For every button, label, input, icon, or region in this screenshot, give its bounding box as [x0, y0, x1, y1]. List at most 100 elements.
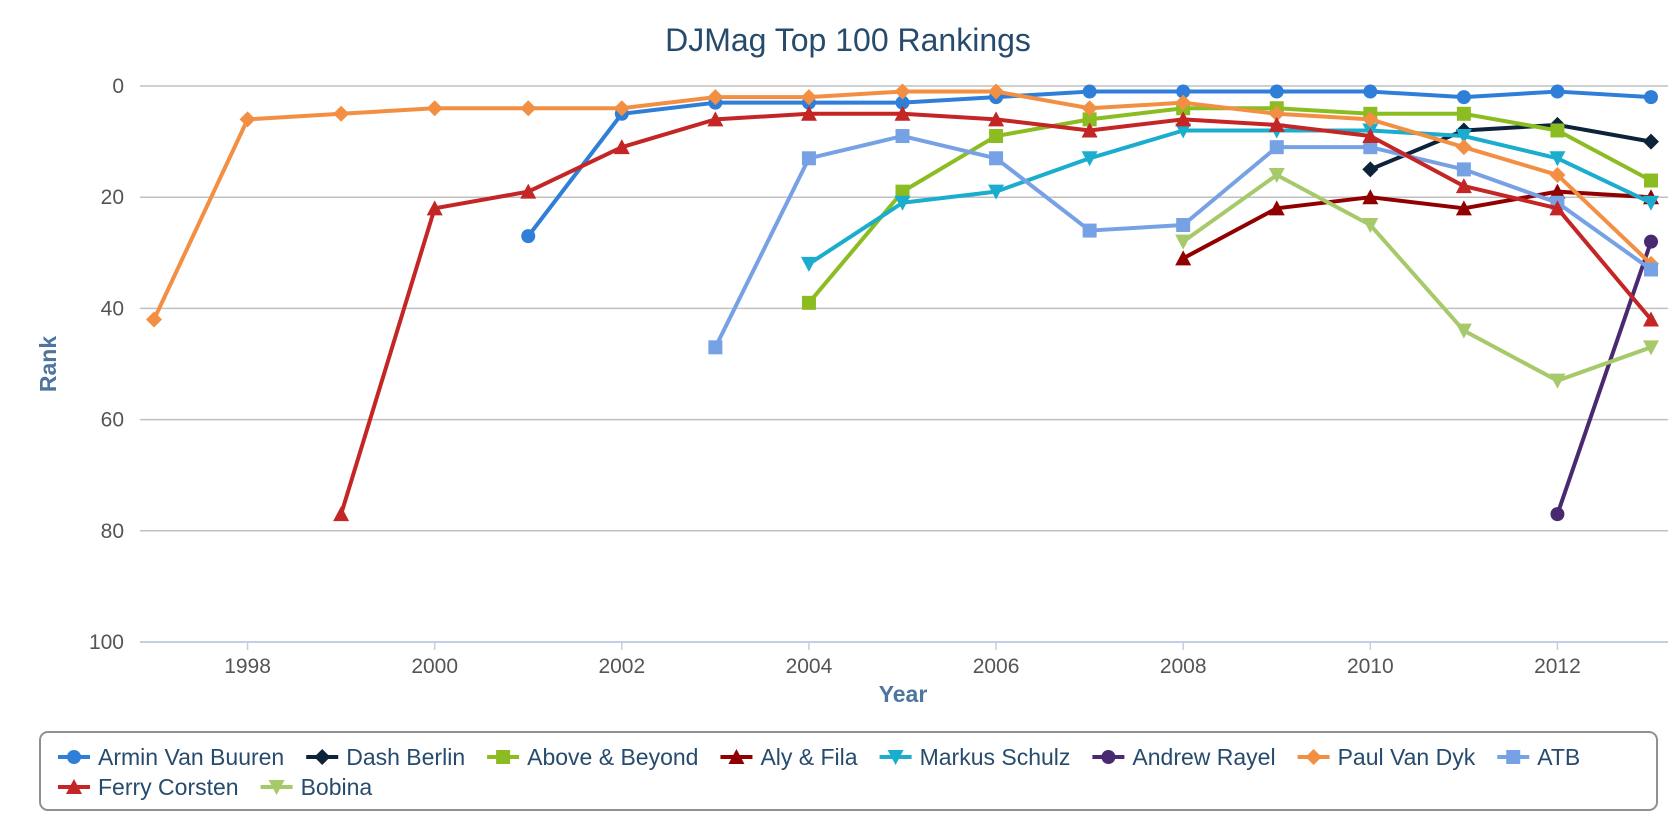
legend-item-armin-van-buuren[interactable]: Armin Van Buuren	[58, 744, 284, 770]
data-point-ferry-corsten[interactable]	[988, 111, 1005, 127]
data-point-atb[interactable]	[895, 129, 910, 144]
data-point-armin-van-buuren[interactable]	[1644, 90, 1658, 105]
legend-marker[interactable]	[1305, 749, 1322, 765]
data-point-atb[interactable]	[1456, 162, 1471, 177]
data-point-bobina[interactable]	[1549, 373, 1566, 389]
data-point-armin-van-buuren[interactable]	[895, 95, 910, 110]
data-point-above-beyond[interactable]	[1644, 173, 1658, 188]
data-point-bobina[interactable]	[1175, 234, 1192, 250]
data-point-above-beyond[interactable]	[1456, 106, 1471, 121]
data-point-ferry-corsten[interactable]	[1081, 122, 1098, 138]
legend-item-aly-fila[interactable]: Aly & Fila	[720, 744, 858, 770]
data-point-ferry-corsten[interactable]	[1643, 311, 1659, 327]
data-point-bobina[interactable]	[1268, 167, 1285, 183]
legend-item-andrew-rayel[interactable]: Andrew Rayel	[1092, 744, 1276, 770]
data-point-ferry-corsten[interactable]	[426, 200, 443, 216]
legend-item-paul-van-dyk[interactable]: Paul Van Dyk	[1297, 744, 1476, 770]
data-point-bobina[interactable]	[1455, 323, 1472, 339]
legend-marker[interactable]	[1101, 750, 1116, 764]
data-point-paul-van-dyk[interactable]	[426, 100, 443, 117]
data-point-armin-van-buuren[interactable]	[1082, 84, 1097, 99]
data-point-paul-van-dyk[interactable]	[1455, 139, 1472, 156]
data-point-dash-berlin[interactable]	[1362, 161, 1379, 178]
data-point-paul-van-dyk[interactable]	[988, 83, 1005, 100]
data-point-armin-van-buuren[interactable]	[1550, 84, 1565, 99]
data-point-markus-schulz[interactable]	[988, 184, 1005, 200]
legend-marker[interactable]	[67, 750, 81, 764]
data-point-paul-van-dyk[interactable]	[1549, 166, 1566, 183]
data-point-ferry-corsten[interactable]	[1549, 200, 1566, 216]
legend-item-above-beyond[interactable]: Above & Beyond	[487, 744, 698, 770]
legend-item-ferry-corsten[interactable]: Ferry Corsten	[58, 774, 239, 800]
data-point-above-beyond[interactable]	[895, 184, 910, 199]
data-point-ferry-corsten[interactable]	[1362, 128, 1379, 144]
data-point-paul-van-dyk[interactable]	[146, 311, 162, 328]
data-point-markus-schulz[interactable]	[1455, 129, 1472, 145]
data-point-above-beyond[interactable]	[801, 295, 816, 310]
legend-marker[interactable]	[887, 750, 904, 765]
data-point-atb[interactable]	[1082, 223, 1097, 238]
legend-item-dash-berlin[interactable]: Dash Berlin	[306, 744, 465, 770]
data-point-markus-schulz[interactable]	[1175, 123, 1192, 139]
data-point-ferry-corsten[interactable]	[1268, 116, 1285, 132]
data-point-armin-van-buuren[interactable]	[1176, 84, 1191, 99]
data-point-ferry-corsten[interactable]	[333, 506, 350, 522]
data-point-ferry-corsten[interactable]	[1175, 111, 1192, 127]
data-point-ferry-corsten[interactable]	[800, 105, 817, 121]
data-point-atb[interactable]	[708, 340, 723, 355]
data-point-ferry-corsten[interactable]	[520, 183, 537, 199]
legend-item-bobina[interactable]: Bobina	[260, 774, 373, 800]
data-point-aly-fila[interactable]	[1362, 189, 1379, 205]
legend-item-markus-schulz[interactable]: Markus Schulz	[879, 744, 1071, 770]
data-point-andrew-rayel[interactable]	[1550, 507, 1565, 522]
data-point-paul-van-dyk[interactable]	[239, 111, 256, 128]
data-point-andrew-rayel[interactable]	[1644, 234, 1658, 249]
data-point-ferry-corsten[interactable]	[894, 105, 911, 121]
data-point-atb[interactable]	[1269, 140, 1284, 155]
data-point-bobina[interactable]	[1362, 218, 1379, 233]
data-point-aly-fila[interactable]	[1455, 200, 1472, 216]
data-point-above-beyond[interactable]	[1550, 123, 1565, 138]
data-point-paul-van-dyk[interactable]	[707, 89, 724, 106]
data-point-atb[interactable]	[989, 151, 1004, 166]
data-point-paul-van-dyk[interactable]	[1268, 105, 1285, 122]
data-point-aly-fila[interactable]	[1549, 183, 1566, 199]
data-point-atb[interactable]	[801, 151, 816, 166]
data-point-ferry-corsten[interactable]	[1455, 178, 1472, 194]
data-point-aly-fila[interactable]	[1268, 200, 1285, 216]
data-point-armin-van-buuren[interactable]	[521, 229, 536, 244]
data-point-markus-schulz[interactable]	[894, 195, 911, 211]
data-point-above-beyond[interactable]	[1082, 112, 1097, 127]
data-point-ferry-corsten[interactable]	[707, 111, 724, 127]
data-point-armin-van-buuren[interactable]	[1363, 84, 1378, 99]
data-point-paul-van-dyk[interactable]	[1362, 111, 1379, 128]
data-point-atb[interactable]	[1644, 262, 1658, 277]
legend-item-atb[interactable]: ATB	[1497, 744, 1580, 770]
data-point-markus-schulz[interactable]	[1643, 195, 1659, 211]
data-point-armin-van-buuren[interactable]	[1269, 84, 1284, 99]
legend-marker[interactable]	[1506, 750, 1521, 764]
data-point-paul-van-dyk[interactable]	[613, 100, 630, 117]
data-point-aly-fila[interactable]	[1175, 250, 1192, 266]
legend-marker[interactable]	[268, 780, 285, 795]
legend-marker[interactable]	[496, 750, 511, 764]
data-point-paul-van-dyk[interactable]	[1081, 100, 1098, 117]
legend-marker[interactable]	[66, 779, 82, 794]
data-point-dash-berlin[interactable]	[1643, 133, 1659, 150]
data-point-above-beyond[interactable]	[989, 129, 1004, 144]
data-point-bobina[interactable]	[1643, 340, 1659, 356]
data-point-atb[interactable]	[1363, 140, 1378, 155]
data-point-paul-van-dyk[interactable]	[1175, 94, 1192, 111]
data-point-markus-schulz[interactable]	[1081, 151, 1098, 167]
data-point-atb[interactable]	[1176, 218, 1191, 232]
data-point-markus-schulz[interactable]	[800, 256, 817, 272]
data-point-ferry-corsten[interactable]	[613, 139, 630, 155]
legend-marker[interactable]	[728, 749, 745, 764]
data-point-markus-schulz[interactable]	[1549, 151, 1566, 167]
data-point-armin-van-buuren[interactable]	[1456, 90, 1471, 105]
data-point-paul-van-dyk[interactable]	[520, 100, 537, 117]
data-point-paul-van-dyk[interactable]	[894, 83, 911, 100]
data-point-paul-van-dyk[interactable]	[333, 105, 350, 122]
legend-marker[interactable]	[314, 749, 331, 765]
data-point-paul-van-dyk[interactable]	[800, 89, 817, 106]
